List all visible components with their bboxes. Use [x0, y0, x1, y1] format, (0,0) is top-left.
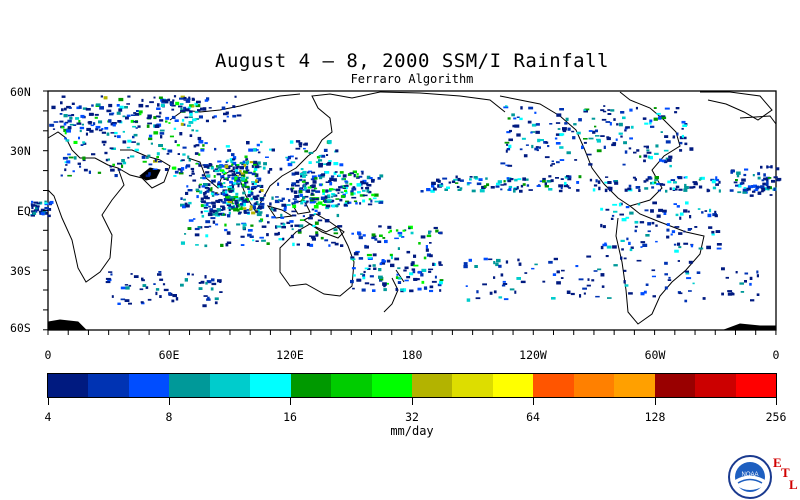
noaa-logo-text: NOAA: [741, 472, 758, 478]
colorbar-swatch: [371, 374, 413, 397]
lat-label-60s: 60S: [10, 321, 31, 335]
lon-label-0: 0: [44, 348, 52, 362]
lat-label-30n: 30N: [10, 144, 31, 158]
colorbar-swatch: [654, 374, 696, 397]
colorbar-tick-128: 128: [644, 410, 666, 424]
colorbar-tick-mark: [169, 397, 170, 405]
colorbar-swatch: [250, 374, 292, 397]
colorbar-tick-32: 32: [405, 410, 419, 424]
lon-label-60w: 60W: [644, 348, 666, 362]
colorbar-frame: [47, 373, 777, 398]
colorbar-tick-4: 4: [44, 410, 52, 424]
lon-label-60e: 60E: [158, 348, 180, 362]
etl-letter-l: L: [789, 477, 798, 492]
map-subtitle: Ferraro Algorithm: [350, 72, 474, 86]
colorbar-tick-mark: [412, 397, 413, 405]
rainfall-field: [30, 95, 782, 308]
colorbar-swatch: [209, 374, 251, 397]
colorbar-swatch: [48, 374, 89, 397]
lon-label-120w: 120W: [519, 348, 547, 362]
colorbar-swatch: [614, 374, 656, 397]
colorbar-swatch: [492, 374, 534, 397]
lon-label-0-end: 0: [772, 348, 780, 362]
colorbar-tick-mark: [290, 397, 291, 405]
colorbar-swatch: [695, 374, 737, 397]
lat-label-60n: 60N: [10, 85, 31, 99]
colorbar-tick-64: 64: [526, 410, 540, 424]
lon-label-180: 180: [401, 348, 423, 362]
colorbar-tick-16: 16: [283, 410, 297, 424]
colorbar-tick-mark: [776, 397, 777, 405]
colorbar-swatch: [412, 374, 453, 397]
colorbar-tick-mark: [533, 397, 534, 405]
lat-label-eq: EQ: [17, 204, 31, 218]
etl-letter-e: E: [773, 455, 782, 470]
colorbar-tick-8: 8: [165, 410, 173, 424]
colorbar-swatch: [452, 374, 494, 397]
colorbar-swatch: [169, 374, 211, 397]
colorbar-swatch: [88, 374, 130, 397]
colorbar-swatch: [331, 374, 373, 397]
colorbar-swatch: [735, 374, 777, 397]
axis-ticks: [43, 90, 777, 335]
colorbar-tick-256: 256: [765, 410, 787, 424]
colorbar-unit-label: mm/day: [390, 424, 434, 438]
colorbar-swatch: [128, 374, 170, 397]
lon-label-120e: 120E: [276, 348, 304, 362]
colorbar-swatch: [573, 374, 615, 397]
map-title: August 4 – 8, 2000 SSM/I Rainfall: [215, 50, 609, 72]
colorbar-tick-mark: [48, 397, 49, 405]
etl-letter-t: T: [781, 465, 790, 480]
noaa-logo: NOAA: [728, 455, 772, 499]
colorbar-swatch: [533, 374, 575, 397]
colorbar-tick-mark: [655, 397, 656, 405]
colorbar-swatch: [290, 374, 332, 397]
lat-label-30s: 30S: [10, 264, 31, 278]
